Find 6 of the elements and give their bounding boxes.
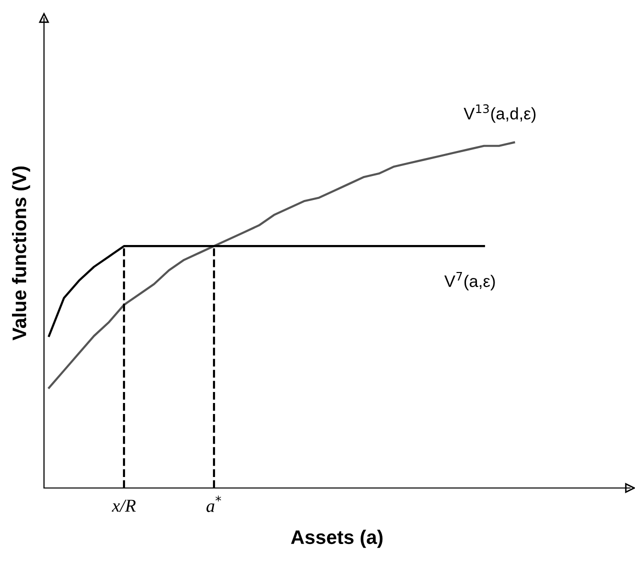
- x-tick-label: a$^{*}$: [206, 496, 222, 512]
- series-label: V$^{7}$(a,ε): [444, 272, 495, 290]
- x-tick-label: x/R: [112, 500, 136, 512]
- x-axis-title: Assets (a): [291, 530, 383, 548]
- y-axis-title: Value functions (V): [12, 166, 30, 340]
- series-label: V$^{13}$(a,d,ε): [464, 104, 536, 123]
